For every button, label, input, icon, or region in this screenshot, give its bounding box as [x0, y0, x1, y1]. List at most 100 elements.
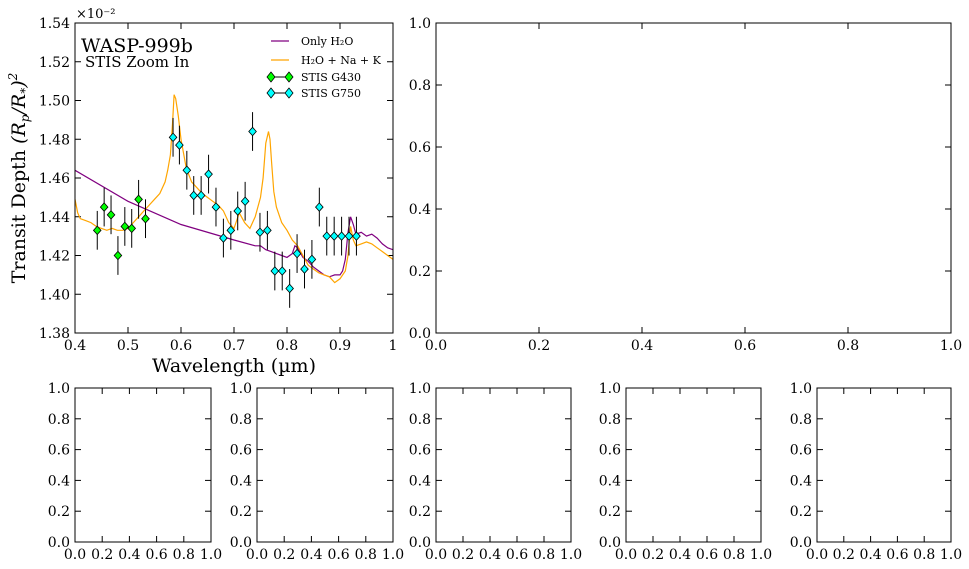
y-tick-label: 1.42: [39, 249, 70, 265]
y-tick-label: 1.52: [39, 55, 70, 71]
y-tick-label: 0.8: [409, 78, 431, 94]
plot-title: WASP-999b: [81, 35, 193, 57]
y-tick-label: 0.6: [599, 443, 621, 459]
y-tick-label: 0.8: [230, 412, 252, 428]
y-tick-label: 1.40: [39, 287, 70, 303]
axes-small4: 0.0 0.2 0.4 0.6 0.8 1.0 0.0 0.2 0.4 0.6 0.8 1.0: [599, 381, 772, 563]
data-point-stis-g750: [315, 202, 324, 212]
axes-main: 0.4 0.5 0.6 0.7 0.8 0.9 1 1.38 1.40 1.42 1.44 1.46 1…: [39, 16, 398, 354]
data-point-stis-g750: [175, 140, 184, 150]
x-tick-label: 0.0: [425, 338, 447, 354]
axes-small2: 0.0 0.2 0.4 0.6 0.8 1.0 0.0 0.2 0.4 0.6 0.8 1.0: [230, 381, 404, 563]
legend-item-stis-g750: STIS G750: [266, 87, 361, 100]
x-tick-label: 1.0: [560, 547, 582, 563]
x-tick-label: 0.2: [642, 547, 664, 563]
x-tick-label: 0.4: [859, 547, 881, 563]
data-point-stis-g750: [226, 225, 236, 236]
x-tick-label: 1: [389, 338, 398, 354]
y-tick-label: 0.2: [409, 504, 431, 520]
data-point-stis-g430: [141, 213, 150, 224]
legend-label-stis-g430: STIS G430: [301, 71, 361, 84]
x-axis-label: Wavelength (µm): [152, 355, 316, 377]
y-tick-label: 1.54: [39, 16, 70, 32]
x-tick-label: 0.8: [355, 547, 377, 563]
x-tick-label: 0.4: [300, 547, 322, 563]
axes-small1: 0.0 0.2 0.4 0.6 0.8 1.0 0.0 0.2 0.4 0.6 0.8 1.0: [48, 381, 222, 563]
legend-item-stis-g430: STIS G430: [266, 71, 361, 84]
y-axis-label: Transit Depth (Rp/R*)2: [6, 73, 32, 284]
y-tick-label: 0.4: [48, 473, 70, 489]
data-point-stis-g750: [329, 231, 339, 241]
x-tick-label: 0.4: [118, 547, 140, 563]
data-point-stis-g750: [240, 196, 250, 207]
data-point-stis-g430: [134, 194, 143, 205]
y-tick-label: 0.6: [48, 443, 70, 459]
y-tick-label: 0.0: [790, 535, 812, 551]
data-point-stis-g750: [292, 248, 302, 259]
legend: Only H₂O H₂O + Na + K STIS G430 STIS G75…: [266, 35, 382, 100]
data-point-stis-g430: [120, 221, 130, 232]
y-tick-label: 0.2: [48, 504, 70, 520]
axes-frame: [816, 387, 952, 543]
y-tick-label: 1.0: [409, 381, 431, 397]
y-tick-label: 0.4: [599, 473, 621, 489]
x-tick-label: 0.2: [91, 547, 113, 563]
x-tick-label: 1.0: [750, 547, 772, 563]
y-tick-label: 1.48: [39, 132, 70, 148]
y-tick-label: 1.44: [39, 210, 70, 226]
y-tick-label: 0.0: [230, 535, 252, 551]
y-tick-label: 0.8: [599, 412, 621, 428]
y-tick-label: 1.38: [39, 326, 70, 342]
data-point-stis-g750: [307, 254, 317, 265]
y-tick-label: 1.46: [39, 171, 70, 187]
data-point-stis-g430: [92, 225, 102, 236]
data-point-stis-g750: [352, 231, 361, 241]
data-point-stis-g750: [337, 231, 346, 241]
series-line-h-o-na-k: [75, 94, 393, 284]
x-tick-label: 0.2: [273, 547, 295, 563]
axes-frame: [74, 22, 394, 334]
x-tick-label: 0.0: [425, 547, 447, 563]
x-tick-label: 0.6: [506, 547, 528, 563]
legend-marker-stis-g750: [266, 87, 294, 99]
data-point-stis-g750: [344, 231, 354, 241]
x-tick-label: 0.2: [528, 338, 550, 354]
y-tick-label: 0.4: [409, 473, 431, 489]
data-point-stis-g430: [127, 223, 137, 234]
x-tick-label: 1.0: [382, 547, 404, 563]
x-tick-label: 1.0: [940, 547, 962, 563]
data-point-stis-g750: [189, 190, 199, 201]
legend-item-h2o-na-k: H₂O + Na + K: [271, 54, 382, 67]
y-tick-label: 0.2: [409, 264, 431, 280]
x-tick-label: 1.0: [940, 338, 962, 354]
x-tick-label: 0.6: [696, 547, 718, 563]
y-tick-label: 0.2: [230, 504, 252, 520]
data-point-stis-g750: [211, 202, 221, 212]
plot-subtitle: STIS Zoom In: [85, 53, 190, 71]
y-tick-label: 0.2: [599, 504, 621, 520]
legend-label-only-h2o: Only H₂O: [301, 35, 353, 48]
x-tick-label: 0.4: [479, 547, 501, 563]
axes-frame: [435, 22, 952, 334]
y-tick-label: 0.0: [599, 535, 621, 551]
x-tick-label: 0.6: [734, 338, 756, 354]
axes-small3: 0.0 0.2 0.4 0.6 0.8 1.0 0.0 0.2 0.4 0.6 0.8 1.0: [409, 381, 582, 563]
plot-area: [75, 94, 393, 308]
data-point-stis-g750: [300, 264, 309, 274]
data-point-stis-g750: [255, 227, 265, 238]
y-tick-label: 0.6: [790, 443, 812, 459]
x-tick-label: 0.4: [64, 338, 86, 354]
y-tick-label: 0.4: [409, 202, 431, 218]
y-tick-label: 0.4: [790, 473, 812, 489]
x-tick-label: 0.8: [723, 547, 745, 563]
axes-layer: 0.4 0.5 0.6 0.7 0.8 0.9 1 1.38 1.40 1.42 1.44 1.46 1…: [39, 16, 962, 563]
x-tick-label: 0.8: [913, 547, 935, 563]
y-tick-label: 0.8: [409, 412, 431, 428]
x-tick-label: 0.2: [452, 547, 474, 563]
x-tick-label: 0.6: [170, 338, 192, 354]
x-tick-label: 0.8: [837, 338, 859, 354]
axes-small5: 0.0 0.2 0.4 0.6 0.8 1.00.00.20.40.60.81.0: [790, 381, 962, 563]
axes-frame: [74, 387, 212, 543]
series-line-only-h-o: [75, 169, 393, 278]
